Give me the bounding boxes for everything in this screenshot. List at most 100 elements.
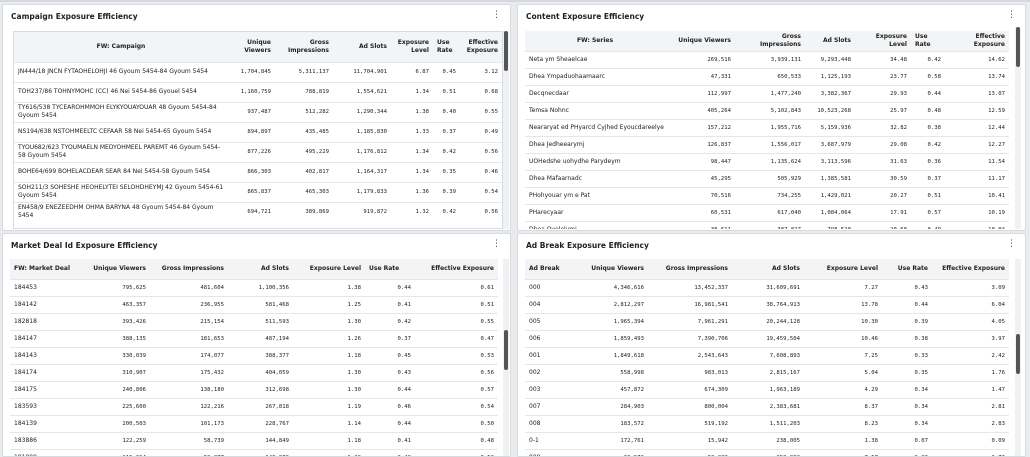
column-header[interactable]: Ad Break bbox=[525, 259, 573, 279]
table-row[interactable]: NS194/638 NSTOHMEELTC CEFAAR 58 Nei 5454… bbox=[14, 121, 502, 142]
table-row[interactable]: 008 183,572 519,192 1,511,203 8.23 0.34 2.83 bbox=[525, 414, 1009, 432]
table-row[interactable]: 182818 393,426 215,154 511,593 1.30 0.42 0.55 bbox=[10, 312, 498, 330]
table-row[interactable]: Dhea Qyelelymj38,611387,827798,52020.680… bbox=[525, 220, 1009, 229]
column-header[interactable]: FW: Campaign bbox=[14, 32, 228, 62]
numeric-cell: 0.35 bbox=[433, 161, 460, 182]
table-row[interactable]: 184453 795,625 481,604 1,100,356 1.38 0.44 0.6… bbox=[10, 278, 498, 296]
table-row[interactable]: 000 4,346,616 13,452,337 31,609,691 7.27 0.43… bbox=[525, 278, 1009, 296]
column-header[interactable]: Gross Impressions bbox=[648, 259, 732, 279]
numeric-cell: 31.63 bbox=[855, 152, 911, 170]
table-row[interactable]: Temsa Nohnc 405,264 5,102,843 10,523,268 25.… bbox=[525, 101, 1009, 119]
column-header[interactable]: Use Rate bbox=[433, 32, 460, 62]
numeric-cell: 1,965,394 bbox=[573, 312, 648, 330]
table-row[interactable]: 006 1,859,493 7,390,706 19,459,504 10.46 0.38… bbox=[525, 329, 1009, 347]
table-row[interactable]: 0-1 172,761 15,942 238,005 1.38 0.07 0.09 bbox=[525, 431, 1009, 449]
column-header[interactable]: Effective Exposure bbox=[415, 259, 498, 279]
numeric-cell: 1,290,344 bbox=[333, 101, 391, 122]
row-label-cell: 184174 bbox=[10, 363, 80, 381]
column-header[interactable]: Unique Viewers bbox=[80, 259, 150, 279]
column-header[interactable]: FW: Series bbox=[525, 31, 665, 51]
table-row[interactable]: Decqnecdaar 112,997 1,477,240 3,382,367 29.9… bbox=[525, 84, 1009, 102]
more-options-icon[interactable]: ⋮ bbox=[1007, 10, 1016, 20]
table-row[interactable]: UOHedshe uohydhe Parydeym 98,447 1,135,624… bbox=[525, 152, 1009, 170]
column-header[interactable]: Unique Viewers bbox=[665, 31, 735, 51]
more-options-icon[interactable]: ⋮ bbox=[492, 10, 501, 20]
table-row[interactable]: 184174 310,907 175,432 404,059 1.30 0.43 0.56 bbox=[10, 363, 498, 381]
table-row[interactable]: BOHE64/699 BOHELACDEAR SEAR 84 Nei 5454-… bbox=[14, 161, 502, 182]
table-row[interactable]: JN444/18 JNCN FYTAOHELOHJI 46 Gyoum 5454… bbox=[14, 61, 502, 82]
table-row[interactable]: 184139 200,503 101,173 228,767 1.14 0.44 0.50 bbox=[10, 414, 498, 432]
table-row[interactable]: TOH237/86 TOHNYMOHC (CC) 46 Nei 5454-86 … bbox=[14, 81, 502, 102]
table-row[interactable]: 002 558,998 983,013 2,815,167 5.04 0.35 1.76 bbox=[525, 363, 1009, 381]
scrollbar-thumb[interactable] bbox=[504, 330, 508, 370]
column-header[interactable]: Gross Impressions bbox=[150, 259, 228, 279]
numeric-cell: 788,819 bbox=[275, 81, 333, 102]
table-row[interactable]: 001 1,849,618 2,543,643 7,608,893 7.25 0.33 2.… bbox=[525, 346, 1009, 364]
column-header[interactable]: Gross Impressions bbox=[735, 31, 805, 51]
table-row[interactable]: Dhea Mafaarnadc 45,295 505,929 1,385,581 30.… bbox=[525, 169, 1009, 187]
column-header[interactable]: Ad Slots bbox=[228, 259, 293, 279]
table-row[interactable]: SOH211/3 SOHESHE HEOHELYTEI SELOHDHEYMJ … bbox=[14, 181, 502, 202]
scrollbar-thumb[interactable] bbox=[1016, 334, 1020, 374]
campaign-exposure-panel: Campaign Exposure Efficiency ⋮ FW: Campa… bbox=[2, 4, 511, 231]
column-header[interactable]: Use Rate bbox=[365, 259, 415, 279]
table-row[interactable]: 005 1,965,394 7,961,291 20,244,128 10.30 0.39… bbox=[525, 312, 1009, 330]
numeric-cell: 511,593 bbox=[228, 312, 293, 330]
column-header[interactable]: FW: Market Deal bbox=[10, 259, 80, 279]
numeric-cell: 1.14 bbox=[293, 414, 365, 432]
table-row[interactable]: 184175 240,806 138,180 312,698 1.30 0.44 0.57 bbox=[10, 380, 498, 398]
table-row[interactable]: 183886 122,259 58,739 144,849 1.18 0.41 0.48 bbox=[10, 431, 498, 449]
numeric-cell: 0.40 bbox=[365, 448, 415, 456]
numeric-cell: 122,259 bbox=[80, 431, 150, 449]
table-row[interactable]: 003 457,872 674,309 1,963,189 4.29 0.34 1.47 bbox=[525, 380, 1009, 398]
scrollbar-thumb[interactable] bbox=[504, 31, 508, 71]
numeric-cell: 12.59 bbox=[945, 101, 1009, 119]
table-row[interactable]: Neta ym Sheaelcae 269,516 3,939,131 9,293,4… bbox=[525, 50, 1009, 68]
scrollbar-thumb[interactable] bbox=[1016, 27, 1020, 67]
more-options-icon[interactable]: ⋮ bbox=[1007, 239, 1016, 249]
column-header[interactable]: Ad Slots bbox=[805, 31, 855, 51]
column-header[interactable]: Exposure Level bbox=[293, 259, 365, 279]
table-row[interactable]: Dhea Jedheearymj 126,837 1,556,017 3,687,97… bbox=[525, 135, 1009, 153]
column-header[interactable]: Effective Exposure bbox=[945, 31, 1009, 51]
column-header[interactable]: Exposure Level bbox=[804, 259, 882, 279]
numeric-cell: 877,226 bbox=[228, 141, 275, 162]
numeric-cell: 115,014 bbox=[80, 448, 150, 456]
table-row[interactable]: 007 284,903 800,004 2,383,681 8.37 0.34 2.81 bbox=[525, 397, 1009, 415]
table-row[interactable]: 183593 225,600 122,216 267,818 1.19 0.46 0.54 bbox=[10, 397, 498, 415]
table-row[interactable]: PHarecyaar 60,531 617,040 1,084,064 17.91 0.5… bbox=[525, 203, 1009, 221]
column-header[interactable]: Use Rate bbox=[882, 259, 932, 279]
numeric-cell: 13,452,337 bbox=[648, 278, 732, 296]
numeric-cell: 1.25 bbox=[293, 295, 365, 313]
table-row[interactable]: 004 2,812,297 16,981,541 38,764,913 13.78 0.4… bbox=[525, 295, 1009, 313]
column-header[interactable]: Effective Exposure bbox=[460, 32, 502, 62]
column-header[interactable]: Unique Viewers bbox=[573, 259, 648, 279]
column-header[interactable]: Ad Slots bbox=[333, 32, 391, 62]
row-label-cell: PHarecyaar bbox=[525, 203, 665, 221]
numeric-cell: 983,013 bbox=[648, 363, 732, 381]
numeric-cell: 5,311,137 bbox=[275, 61, 333, 82]
table-row[interactable]: Dhea Ympaduohaamaarc 47,331 650,533 1,125,1… bbox=[525, 67, 1009, 85]
table-row[interactable]: EN458/9 ENEZEEDHM OHMA BARYNA 48 Gyoum 5… bbox=[14, 201, 502, 222]
table-row[interactable]: Neararyat ed PHyarcd Cyjhed Eyoucdareely… bbox=[525, 118, 1009, 136]
table-row[interactable]: TYOU682/623 TYOUMAELN MEDYOHMEEL PAREMT … bbox=[14, 141, 502, 162]
table-row[interactable]: PHohyouar ym e Pat 70,516 734,255 1,429,021… bbox=[525, 186, 1009, 204]
column-header[interactable]: Exposure Level bbox=[855, 31, 911, 51]
table-row[interactable]: 184142 463,357 236,955 581,468 1.25 0.41 0.51 bbox=[10, 295, 498, 313]
column-header[interactable]: Unique Viewers bbox=[228, 32, 275, 62]
more-options-icon[interactable]: ⋮ bbox=[492, 239, 501, 249]
table-row[interactable]: TY616/538 TYCEAROHMMOH ELYKYOUAYOUAR 48 … bbox=[14, 101, 502, 122]
column-header[interactable]: Effective Exposure bbox=[932, 259, 1009, 279]
table-row[interactable]: 00933,57258,039253,9987.570.231.73 bbox=[525, 448, 1009, 456]
numeric-cell: 0.35 bbox=[882, 363, 932, 381]
table-row[interactable]: 184143 330,039 174,077 388,377 1.18 0.45 0.53 bbox=[10, 346, 498, 364]
numeric-cell: 919,872 bbox=[333, 201, 391, 222]
row-label-cell: Dhea Ympaduohaamaarc bbox=[525, 67, 665, 85]
numeric-cell: 58,739 bbox=[150, 431, 228, 449]
column-header[interactable]: Exposure Level bbox=[391, 32, 433, 62]
table-row[interactable]: 184147 388,135 181,653 487,194 1.26 0.37 0.47 bbox=[10, 329, 498, 347]
column-header[interactable]: Use Rate bbox=[911, 31, 945, 51]
column-header[interactable]: Ad Slots bbox=[732, 259, 804, 279]
column-header[interactable]: Gross Impressions bbox=[275, 32, 333, 62]
